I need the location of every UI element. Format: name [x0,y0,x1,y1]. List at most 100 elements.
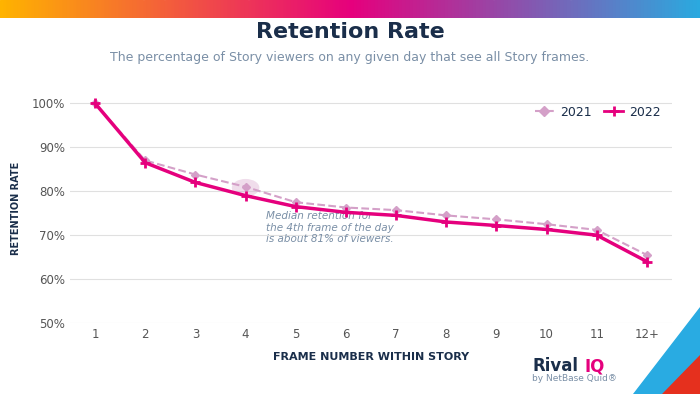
Bar [346,0,350,18]
Bar [416,0,420,18]
Bar [525,0,528,18]
Bar [220,0,224,18]
Bar [241,0,245,18]
Bar [389,0,392,18]
Bar [679,0,682,18]
Bar [74,0,77,18]
Bar [620,0,623,18]
Bar [486,0,490,18]
Bar [4,0,7,18]
Bar [32,0,35,18]
Bar [473,0,476,18]
Bar [574,0,578,18]
Bar [402,0,406,18]
Bar [406,0,410,18]
Bar [634,0,637,18]
Bar [480,0,483,18]
Bar [448,0,452,18]
Bar [126,0,130,18]
Bar [616,0,620,18]
Bar [546,0,550,18]
X-axis label: FRAME NUMBER WITHIN STORY: FRAME NUMBER WITHIN STORY [273,352,469,362]
Bar [28,0,32,18]
Bar [665,0,668,18]
Bar [648,0,651,18]
Bar [42,0,46,18]
Bar [182,0,186,18]
Bar [206,0,210,18]
Ellipse shape [232,179,260,197]
Text: IQ: IQ [584,357,605,375]
Bar [570,0,574,18]
Bar [259,0,262,18]
Bar [343,0,346,18]
Bar [186,0,189,18]
Bar [56,0,60,18]
Bar [276,0,280,18]
Bar [256,0,259,18]
Bar [490,0,493,18]
Bar [399,0,402,18]
Bar [504,0,508,18]
Bar [7,0,10,18]
Bar [178,0,182,18]
Bar [630,0,634,18]
Bar [455,0,458,18]
Bar [483,0,486,18]
Bar [119,0,122,18]
Bar [102,0,105,18]
Bar [172,0,175,18]
Bar [350,0,354,18]
Bar [63,0,66,18]
Bar [476,0,480,18]
Bar [49,0,52,18]
Bar [644,0,648,18]
Bar [294,0,298,18]
Bar [606,0,609,18]
Bar [556,0,560,18]
Bar [133,0,136,18]
Text: Median retention for
the 4th frame of the day
is about 81% of viewers.: Median retention for the 4th frame of th… [266,211,393,244]
Bar [602,0,606,18]
Bar [592,0,595,18]
Bar [511,0,514,18]
Bar [395,0,399,18]
Bar [690,0,693,18]
Bar [360,0,364,18]
Bar [116,0,119,18]
Bar [175,0,178,18]
Bar [578,0,581,18]
Bar [199,0,203,18]
Bar [98,0,102,18]
Bar [382,0,385,18]
Bar [38,0,42,18]
Bar [686,0,690,18]
Bar [539,0,542,18]
Text: Rival: Rival [532,357,578,375]
Bar [60,0,63,18]
Bar [91,0,94,18]
Bar [248,0,252,18]
Bar [308,0,312,18]
Bar [696,0,700,18]
Bar [326,0,329,18]
Bar [112,0,116,18]
Bar [420,0,424,18]
Bar [161,0,164,18]
Bar [458,0,462,18]
Bar [682,0,686,18]
Bar [462,0,466,18]
Bar [598,0,602,18]
Bar [290,0,294,18]
Bar [136,0,140,18]
Bar [522,0,525,18]
Bar [550,0,553,18]
Bar [266,0,270,18]
Bar [105,0,108,18]
Bar [612,0,616,18]
Text: The percentage of Story viewers on any given day that see all Story frames.: The percentage of Story viewers on any g… [111,51,589,63]
Bar [640,0,644,18]
Bar [564,0,567,18]
Bar [581,0,584,18]
Bar [280,0,284,18]
